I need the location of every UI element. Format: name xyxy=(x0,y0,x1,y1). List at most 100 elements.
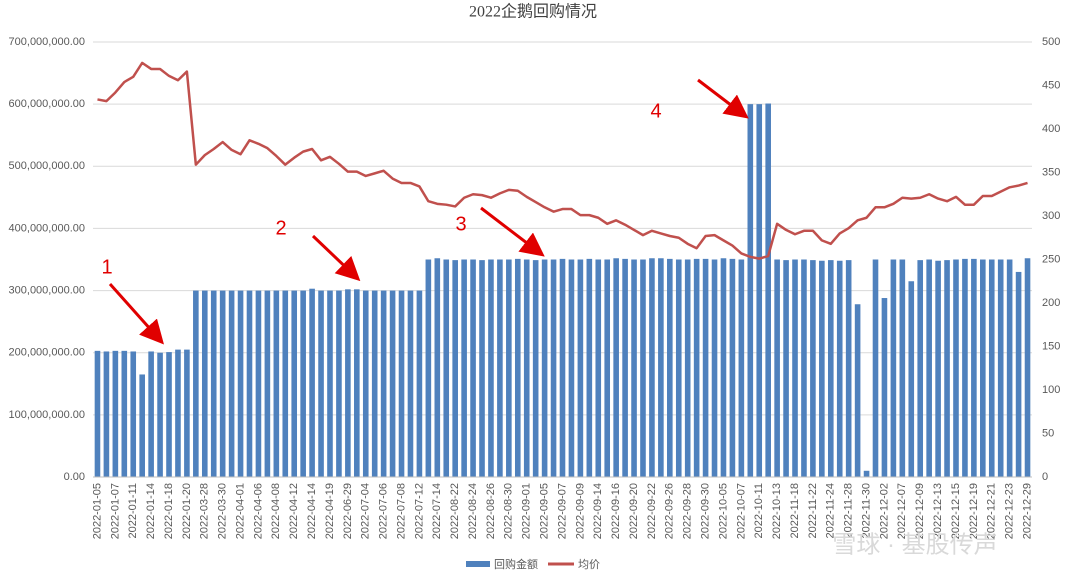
y2-tick-label: 400 xyxy=(1042,123,1060,135)
x-tick-label: 2022-12-09 xyxy=(914,483,926,539)
bar xyxy=(729,258,736,477)
arrow xyxy=(697,78,749,119)
bar xyxy=(997,259,1004,477)
bar xyxy=(246,290,253,477)
x-tick-label: 2022-01-20 xyxy=(181,483,193,539)
bar xyxy=(327,290,333,477)
x-tick-label: 2022-07-08 xyxy=(395,483,407,539)
y2-tick-label: 50 xyxy=(1042,427,1054,439)
x-tick-label: 2022-10-13 xyxy=(771,483,783,539)
bar xyxy=(738,259,745,477)
bar xyxy=(130,351,137,477)
bar xyxy=(157,352,163,477)
bar xyxy=(577,259,584,477)
x-tick-label: 2022-08-30 xyxy=(503,483,515,539)
x-tick-label: 2022-04-08 xyxy=(270,483,282,539)
bar xyxy=(479,260,485,477)
y2-tick-label: 300 xyxy=(1042,210,1060,222)
bar xyxy=(273,290,280,477)
bar xyxy=(810,260,816,477)
x-tick-label: 2022-01-07 xyxy=(109,483,121,539)
bar xyxy=(139,374,145,477)
x-tick-label: 2022-09-09 xyxy=(574,483,586,539)
x-tick-label: 2022-06-29 xyxy=(342,483,354,539)
bar xyxy=(407,290,414,477)
x-tick-label: 2022-09-28 xyxy=(682,483,694,539)
bar xyxy=(792,259,798,477)
x-tick-label: 2022-12-19 xyxy=(968,483,980,539)
x-tick-label: 2022-09-26 xyxy=(664,483,676,539)
bar xyxy=(926,259,932,477)
x-tick-label: 2022-09-20 xyxy=(628,483,640,539)
legend-label: 回购金额 xyxy=(494,557,538,571)
bar xyxy=(506,259,512,477)
bar xyxy=(693,258,700,477)
x-tick-label: 2022-07-14 xyxy=(431,483,443,539)
bar xyxy=(532,260,539,477)
y-tick-label: 0.00 xyxy=(64,471,85,483)
bar xyxy=(631,259,637,477)
bar xyxy=(819,260,825,477)
bar xyxy=(953,259,959,477)
bar xyxy=(988,259,995,477)
plot-area: 0.00 100,000,000.00 200,000,000.00 300,000,… xyxy=(9,36,1061,539)
bar xyxy=(711,259,718,477)
bar xyxy=(675,259,682,477)
legend: 回购金额 均价 xyxy=(466,557,600,571)
bar xyxy=(595,259,602,477)
x-tick-label: 2022-10-07 xyxy=(735,483,747,539)
bar xyxy=(1024,258,1031,477)
bar xyxy=(980,259,986,477)
bar xyxy=(201,290,208,477)
x-tick-label: 2022-09-05 xyxy=(539,483,551,539)
bar xyxy=(309,288,315,477)
bar xyxy=(389,290,396,477)
bar xyxy=(184,349,190,477)
bar xyxy=(237,290,244,477)
bar xyxy=(443,259,450,477)
bar xyxy=(890,259,897,477)
y-tick-label: 400,000,000.00 xyxy=(9,222,85,234)
x-tick-label: 2022-11-18 xyxy=(789,483,801,538)
bar xyxy=(1015,271,1022,477)
bar xyxy=(935,260,941,477)
bar xyxy=(255,290,262,477)
x-tick-label: 2022-09-16 xyxy=(610,483,622,539)
bar xyxy=(971,258,977,477)
bar xyxy=(452,260,458,477)
y2-tick-label: 0 xyxy=(1042,471,1048,483)
annotation: 4 xyxy=(650,100,661,122)
bar xyxy=(944,260,950,477)
bar xyxy=(613,258,619,477)
bar xyxy=(193,290,199,477)
bar xyxy=(568,259,575,477)
y-tick-label: 600,000,000.00 xyxy=(9,98,85,110)
bar xyxy=(756,104,763,478)
bar xyxy=(497,259,503,477)
watermark: 雪球 · 基股传声 xyxy=(832,531,997,558)
x-tick-label: 2022-12-29 xyxy=(1021,483,1033,539)
chart-title: 2022企鹅回购情况 xyxy=(469,3,597,21)
bar xyxy=(291,290,298,477)
annotation: 3 xyxy=(455,213,466,235)
bar xyxy=(658,258,664,477)
y2-tick-label: 500 xyxy=(1042,36,1060,48)
bar xyxy=(148,351,154,477)
x-tick-label: 2022-07-06 xyxy=(378,483,390,539)
x-tick-label: 2022-01-18 xyxy=(163,483,175,539)
bar xyxy=(264,290,271,477)
y2-tick-label: 100 xyxy=(1042,384,1060,396)
bar xyxy=(550,259,557,477)
bar xyxy=(559,258,566,477)
bar xyxy=(380,290,387,477)
bar xyxy=(845,260,852,477)
bar xyxy=(783,260,789,477)
bar xyxy=(962,258,968,477)
bar xyxy=(300,290,306,477)
legend-label: 均价 xyxy=(578,558,600,571)
x-tick-label: 2022-11-30 xyxy=(860,483,872,538)
bar xyxy=(774,259,780,477)
x-tick-label: 2022-12-15 xyxy=(950,483,962,539)
bar xyxy=(649,258,655,477)
bar xyxy=(461,259,467,477)
